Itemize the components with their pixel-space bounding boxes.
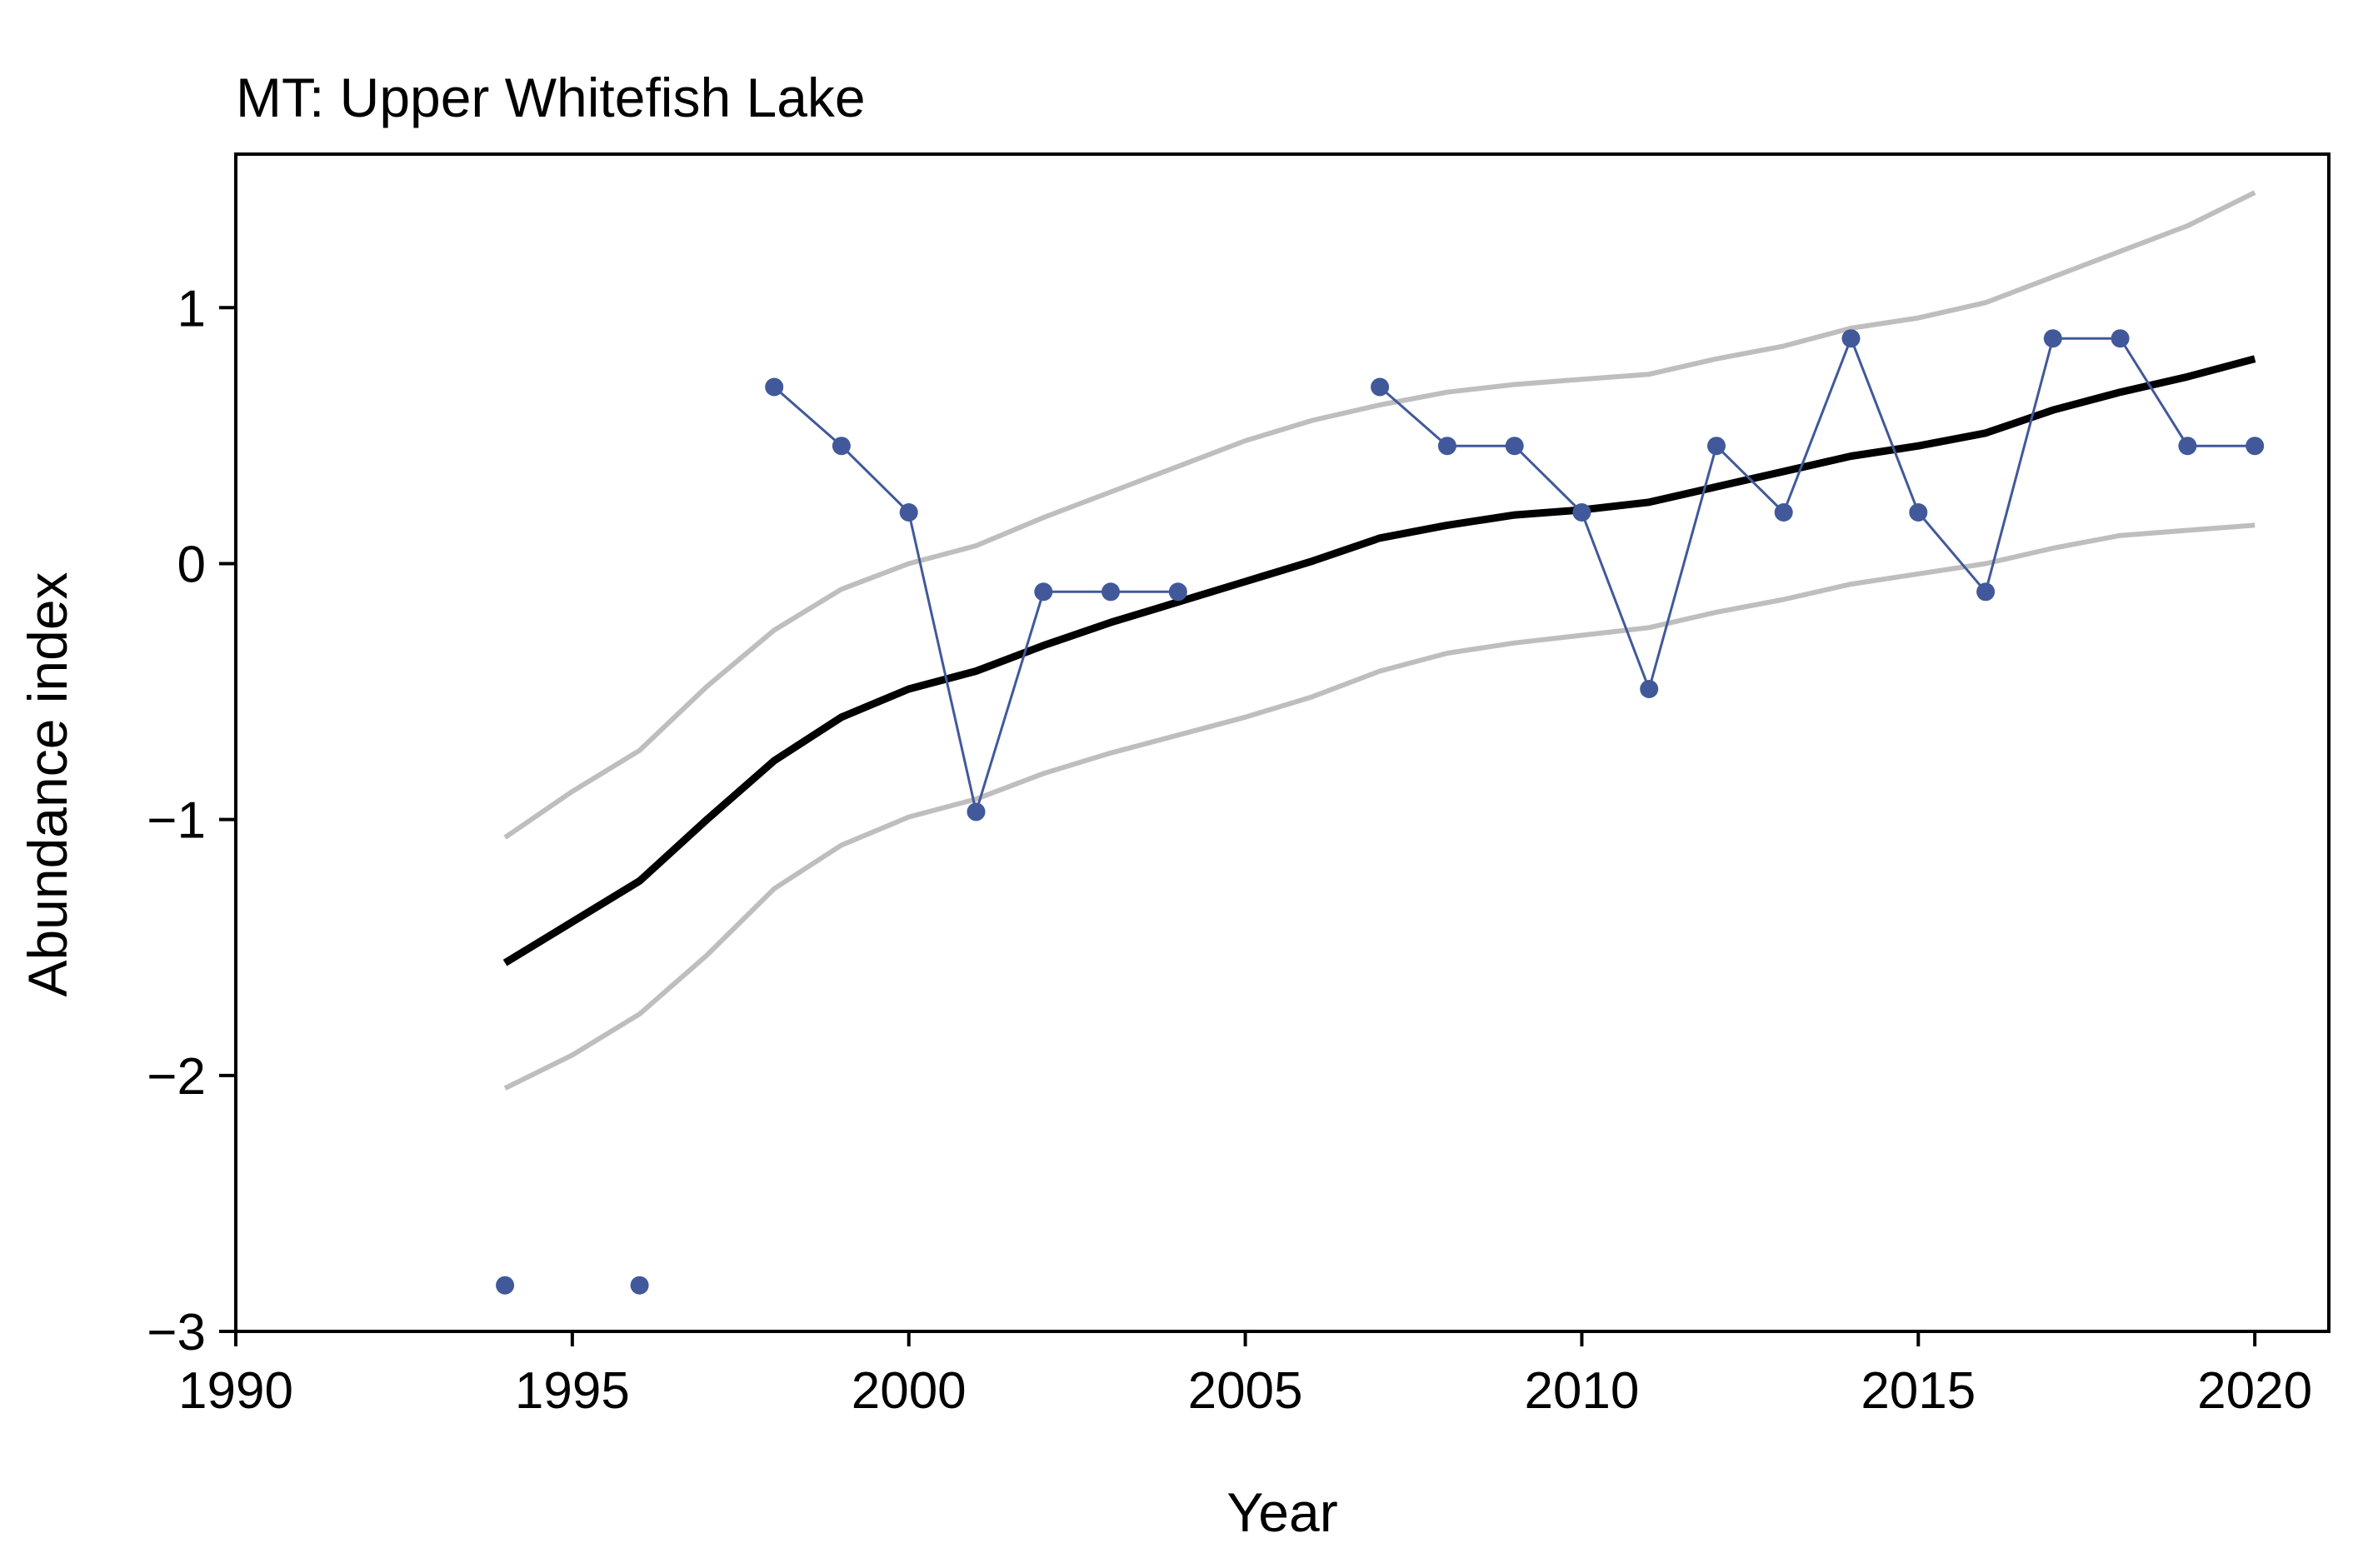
observed-point — [1505, 437, 1524, 456]
y-tick-label: 0 — [177, 536, 206, 593]
x-tick-label: 1990 — [178, 1362, 293, 1420]
observed-point — [2043, 329, 2062, 348]
chart-title: MT: Upper Whitefish Lake — [236, 67, 866, 128]
confidence-bounds — [503, 190, 2256, 1091]
x-tick-label: 2005 — [1188, 1362, 1303, 1420]
x-axis-label: Year — [1226, 1481, 1337, 1543]
y-tick-label: −1 — [147, 792, 206, 850]
lower-bound-line — [503, 522, 2256, 1091]
observed-point — [630, 1276, 649, 1295]
y-axis-label: Abundance index — [17, 572, 78, 996]
observed-line-segment — [1379, 335, 2256, 693]
observed-point — [1707, 437, 1726, 456]
observed-point — [2178, 437, 2197, 456]
observed-point — [1102, 582, 1120, 602]
observed-series — [496, 329, 2265, 1295]
trend-line — [502, 355, 2256, 966]
y-tick-label: −2 — [147, 1048, 206, 1106]
x-tick-label: 1995 — [515, 1362, 630, 1420]
y-axis: −3 −2 −1 0 1 — [147, 280, 236, 1361]
observed-point — [899, 503, 918, 522]
upper-bound-line — [503, 190, 2256, 840]
observed-point — [1371, 377, 1390, 397]
observed-point — [765, 377, 784, 397]
x-tick-label: 2010 — [1524, 1362, 1639, 1420]
x-tick-label: 2000 — [852, 1362, 967, 1420]
trend-line-group — [502, 355, 2256, 966]
x-axis: 1990 1995 2000 2005 2010 2015 2020 — [178, 1331, 2312, 1420]
x-tick-label: 2020 — [2197, 1362, 2312, 1420]
y-tick-label: −3 — [147, 1304, 206, 1361]
y-tick-label: 1 — [177, 280, 206, 337]
observed-point — [832, 437, 851, 456]
observed-point — [1841, 329, 1861, 348]
observed-point — [1034, 582, 1053, 602]
observed-point — [1909, 503, 1928, 522]
observed-point — [1168, 582, 1187, 602]
observed-point — [1640, 680, 1659, 698]
observed-point — [2246, 437, 2265, 456]
plot-frame — [234, 152, 2331, 1333]
observed-point — [496, 1276, 515, 1295]
observed-point — [1976, 582, 1996, 602]
x-tick-label: 2015 — [1861, 1362, 1976, 1420]
observed-point — [1774, 503, 1793, 522]
observed-point — [2111, 329, 2130, 348]
observed-point — [967, 802, 986, 821]
observed-point — [1572, 503, 1591, 522]
observed-point — [1437, 437, 1456, 456]
